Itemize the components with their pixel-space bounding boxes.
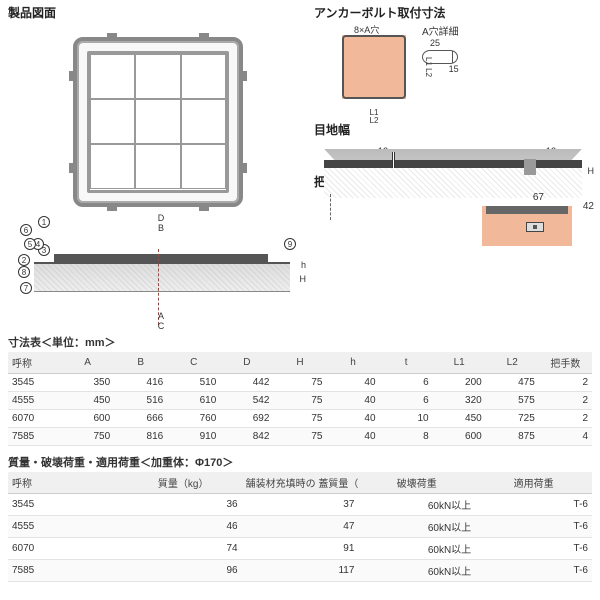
meji-H: H xyxy=(588,166,595,176)
table-row: 7585750816910842754086008754 xyxy=(8,428,592,446)
col-header: 舗装材充填時の 蓋質量（約・kg） xyxy=(242,472,359,494)
dim-table: 呼称ABCDHhtL1L2把手数 35453504165104427540620… xyxy=(8,352,592,446)
anchor-drawing: 8×A穴 L1 L2 L1 L2 xyxy=(334,27,414,107)
callout-9: 9 xyxy=(284,238,296,250)
anchor-L2r: L2 xyxy=(424,68,433,77)
section-drawing: D B 1 2 3 4 5 6 7 8 9 h H A C xyxy=(8,216,308,326)
callout-2: 2 xyxy=(18,254,30,266)
col-header: t xyxy=(380,352,433,374)
col-header: B xyxy=(114,352,167,374)
callout-5: 5 xyxy=(24,238,36,250)
dim-table-title: 寸法表＜単位：mm＞ xyxy=(8,334,592,350)
anchor-holes-label: 8×A穴 xyxy=(354,23,379,36)
col-header: 呼称 xyxy=(8,472,125,494)
section-C: C xyxy=(52,322,270,332)
col-header: 質量（kg） xyxy=(125,472,242,494)
handle-drawing: 67 42 xyxy=(314,194,592,220)
col-header: 破壊荷重 xyxy=(358,472,475,494)
hole-w: 25 xyxy=(430,38,459,48)
section-Hdim: H xyxy=(300,274,307,284)
col-header: D xyxy=(220,352,273,374)
handle-h: 42 xyxy=(583,201,594,212)
table-row: 60706006667606927540104507252 xyxy=(8,410,592,428)
section-hdim: h xyxy=(301,260,306,270)
callout-6: 6 xyxy=(20,224,32,236)
callout-7: 7 xyxy=(20,282,32,294)
handle-w: 67 xyxy=(533,192,544,203)
col-header: h xyxy=(326,352,379,374)
anchor-L2: L2 xyxy=(370,116,379,125)
product-drawing-title: 製品図面 xyxy=(8,4,308,21)
callout-8: 8 xyxy=(18,266,30,278)
table-row: 3545350416510442754062004752 xyxy=(8,374,592,392)
product-drawing xyxy=(8,23,308,220)
table-row: 75859611760kN以上T-6 xyxy=(8,560,592,582)
callout-1: 1 xyxy=(38,216,50,228)
mejihaba-drawing: 12 12 H xyxy=(314,142,592,171)
col-header: 呼称 xyxy=(8,352,61,374)
col-header: H xyxy=(273,352,326,374)
table-row: 6070749160kN以上T-6 xyxy=(8,538,592,560)
col-header: L2 xyxy=(486,352,539,374)
table-row: 4555464760kN以上T-6 xyxy=(8,516,592,538)
col-header: 適用荷重 xyxy=(475,472,592,494)
anchor-title: アンカーボルト取付寸法 xyxy=(314,4,592,21)
col-header: A xyxy=(61,352,114,374)
section-B: B xyxy=(52,224,270,234)
col-header: L1 xyxy=(433,352,486,374)
load-table: 呼称質量（kg）舗装材充填時の 蓋質量（約・kg）破壊荷重適用荷重 354536… xyxy=(8,472,592,582)
load-table-title: 質量・破壊荷重・適用荷重＜加重体：Φ170＞ xyxy=(8,454,592,470)
table-row: 4555450516610542754063205752 xyxy=(8,392,592,410)
col-header: C xyxy=(167,352,220,374)
table-row: 3545363760kN以上T-6 xyxy=(8,494,592,516)
col-header: 把手数 xyxy=(539,352,592,374)
